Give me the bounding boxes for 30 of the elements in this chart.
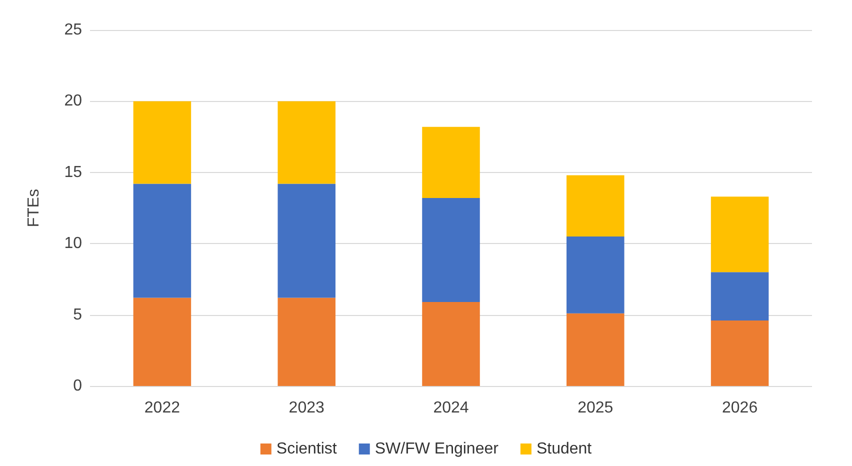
- x-tick-label: 2024: [433, 400, 469, 416]
- bar: [710, 320, 769, 386]
- y-tick-label: 25: [64, 22, 82, 38]
- y-tick-label: 10: [64, 235, 82, 252]
- bar: [710, 196, 769, 272]
- bar: [133, 184, 192, 298]
- bar: [566, 236, 624, 314]
- x-tick-label: 2023: [288, 400, 324, 416]
- legend-label: Scientist: [276, 440, 338, 458]
- bar: [422, 126, 480, 198]
- bar: [278, 101, 336, 184]
- bar: [278, 298, 336, 386]
- y-tick-label: 15: [64, 164, 82, 181]
- y-tick-label: 20: [64, 92, 82, 110]
- bar: [566, 175, 624, 236]
- x-tick-label: 2022: [144, 400, 180, 416]
- bar: [133, 298, 192, 386]
- legend-label: SW/FW Engineer: [374, 440, 500, 458]
- y-axis-title: FTEs: [26, 188, 42, 228]
- bar: [422, 302, 480, 386]
- bar: [422, 198, 480, 302]
- bar: [278, 184, 336, 298]
- x-tick-label: 2026: [722, 400, 758, 416]
- bar: [566, 313, 624, 386]
- bar: [133, 101, 192, 184]
- y-tick-label: 5: [73, 306, 82, 324]
- x-tick-label: 2025: [578, 400, 614, 416]
- y-tick-label: 0: [73, 378, 82, 394]
- bar: [710, 272, 769, 320]
- legend-label: Student: [536, 440, 592, 458]
